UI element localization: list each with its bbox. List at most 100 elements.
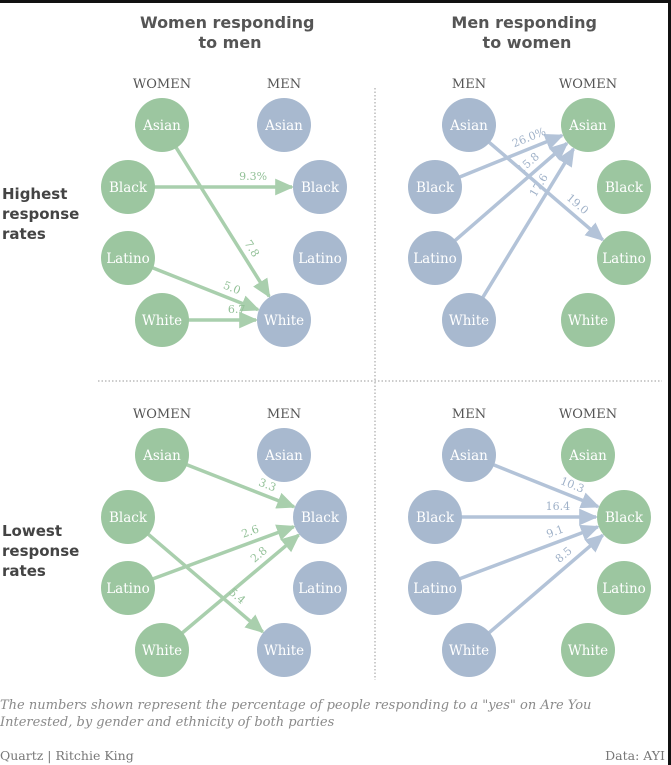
- node-label: Asian: [449, 118, 488, 134]
- node-label: Latino: [602, 581, 646, 597]
- node-women-asian: Asian: [561, 428, 615, 482]
- node-women-black: Black: [597, 490, 651, 544]
- node-women-asian: Asian: [135, 428, 189, 482]
- node-label: Black: [416, 180, 455, 196]
- link-black-to-white: [145, 531, 265, 634]
- link-latino-to-black: [457, 524, 600, 581]
- node-men-latino: Latino: [293, 231, 347, 285]
- node-label: Asian: [142, 118, 181, 134]
- row-label-highest: Highest response rates: [2, 185, 85, 243]
- node-women-white: White: [561, 293, 615, 347]
- node-women-latino: Latino: [597, 231, 651, 285]
- node-women-latino: Latino: [101, 231, 155, 285]
- node-men-black: Black: [408, 160, 462, 214]
- node-label: Asian: [449, 448, 488, 464]
- node-women-black: Black: [101, 490, 155, 544]
- node-women-white: White: [561, 623, 615, 677]
- node-men-white: White: [442, 623, 496, 677]
- node-women-white: White: [135, 623, 189, 677]
- link-white-to-black: [179, 533, 301, 636]
- node-men-latino: Latino: [408, 231, 462, 285]
- node-women-asian: Asian: [561, 98, 615, 152]
- node-label: Latino: [298, 581, 342, 597]
- link-value: 9.3%: [239, 170, 267, 183]
- node-label: Black: [605, 510, 644, 526]
- node-label: Latino: [106, 581, 150, 597]
- node-women-black: Black: [101, 160, 155, 214]
- node-label: White: [264, 643, 304, 659]
- response-rate-diagram: Women responding to men Men responding t…: [2, 13, 662, 680]
- link-value: 26.0%: [510, 125, 547, 150]
- node-label: Black: [301, 180, 340, 196]
- data-source: Data: AYI: [605, 748, 665, 763]
- link-asian-to-white: [173, 145, 271, 299]
- column-header-left: WOMEN: [133, 407, 191, 422]
- node-men-black: Black: [408, 490, 462, 544]
- node-label: White: [449, 643, 489, 659]
- node-women-latino: Latino: [597, 561, 651, 615]
- node-label: Black: [109, 510, 148, 526]
- node-label: Latino: [298, 251, 342, 267]
- node-women-asian: Asian: [135, 98, 189, 152]
- column-header-right: MEN: [267, 77, 301, 92]
- node-label: Latino: [413, 251, 457, 267]
- link-value: 3.3: [257, 476, 278, 494]
- link-value: 6.7: [228, 303, 246, 316]
- title-left: Women responding to men: [140, 13, 320, 52]
- node-label: Black: [109, 180, 148, 196]
- link-asian-to-black: [491, 462, 600, 509]
- node-women-latino: Latino: [101, 561, 155, 615]
- node-label: Black: [605, 180, 644, 196]
- node-label: Latino: [106, 251, 150, 267]
- link-value: 2.6: [240, 522, 261, 540]
- node-men-black: Black: [293, 160, 347, 214]
- link-latino-to-black: [150, 524, 296, 581]
- link-latino-to-white: [150, 265, 260, 312]
- node-label: Latino: [602, 251, 646, 267]
- right-border: [668, 0, 671, 765]
- node-label: Asian: [568, 448, 607, 464]
- node-men-white: White: [257, 623, 311, 677]
- node-label: White: [142, 643, 182, 659]
- node-label: Asian: [264, 448, 303, 464]
- link-asian-to-black: [184, 462, 296, 509]
- node-label: White: [568, 313, 608, 329]
- node-label: Latino: [413, 581, 457, 597]
- node-label: Asian: [568, 118, 607, 134]
- node-label: Asian: [264, 118, 303, 134]
- column-header-right: WOMEN: [559, 407, 617, 422]
- node-label: White: [449, 313, 489, 329]
- title-right: Men responding to women: [451, 13, 602, 52]
- node-label: White: [568, 643, 608, 659]
- node-men-asian: Asian: [257, 98, 311, 152]
- link-white-to-asian: [480, 147, 575, 300]
- node-men-latino: Latino: [293, 561, 347, 615]
- link-value: 9.1: [545, 523, 566, 541]
- node-women-black: Black: [597, 160, 651, 214]
- link-latino-to-asian: [452, 141, 569, 243]
- node-men-black: Black: [293, 490, 347, 544]
- node-men-white: White: [442, 293, 496, 347]
- link-asian-to-latino: [486, 139, 605, 242]
- panel-top-right: MENWOMEN26.0%15.817.619.0AsianAsianBlack…: [408, 77, 651, 347]
- column-header-right: MEN: [267, 407, 301, 422]
- node-men-latino: Latino: [408, 561, 462, 615]
- node-men-asian: Asian: [442, 428, 496, 482]
- node-men-asian: Asian: [442, 98, 496, 152]
- credit: Quartz | Ritchie King: [0, 748, 134, 763]
- footnote: The numbers shown represent the percenta…: [0, 698, 592, 730]
- top-border: [0, 0, 671, 3]
- column-header-left: MEN: [452, 77, 486, 92]
- node-men-white: White: [257, 293, 311, 347]
- link-value: 16.4: [546, 500, 571, 513]
- node-label: Black: [416, 510, 455, 526]
- link-value: 19.0: [564, 191, 591, 217]
- node-label: White: [264, 313, 304, 329]
- node-women-white: White: [135, 293, 189, 347]
- column-header-right: WOMEN: [559, 77, 617, 92]
- row-label-lowest: Lowest response rates: [2, 522, 85, 580]
- node-label: Asian: [142, 448, 181, 464]
